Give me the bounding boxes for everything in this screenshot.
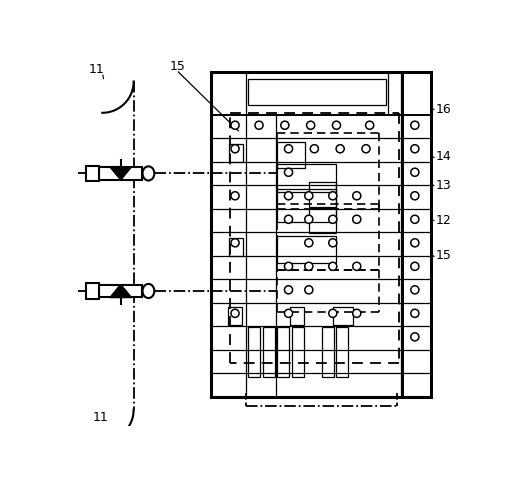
- Polygon shape: [110, 285, 131, 297]
- Bar: [277, 142, 305, 168]
- Bar: [99, 285, 142, 297]
- Circle shape: [305, 215, 313, 223]
- Circle shape: [411, 192, 419, 200]
- Circle shape: [411, 168, 419, 176]
- Polygon shape: [110, 167, 131, 180]
- Bar: [322, 328, 333, 377]
- Bar: [87, 283, 99, 299]
- Circle shape: [305, 262, 313, 270]
- Text: 14: 14: [436, 150, 452, 163]
- Circle shape: [306, 121, 315, 129]
- Circle shape: [362, 145, 370, 153]
- Ellipse shape: [143, 166, 154, 181]
- Circle shape: [255, 121, 263, 129]
- Bar: [309, 207, 336, 233]
- Circle shape: [231, 309, 239, 318]
- Bar: [211, 72, 431, 397]
- Circle shape: [285, 192, 293, 200]
- Circle shape: [411, 286, 419, 294]
- Circle shape: [411, 333, 419, 341]
- Circle shape: [231, 239, 239, 247]
- Text: 16: 16: [436, 103, 452, 115]
- Bar: [277, 164, 336, 192]
- Circle shape: [231, 121, 239, 129]
- Circle shape: [305, 239, 313, 247]
- Bar: [228, 308, 242, 325]
- Circle shape: [353, 309, 361, 318]
- Bar: [292, 328, 304, 377]
- Circle shape: [285, 145, 293, 153]
- Text: 15: 15: [436, 249, 452, 262]
- Text: 11: 11: [93, 411, 108, 423]
- Bar: [403, 72, 431, 397]
- Circle shape: [365, 121, 374, 129]
- Circle shape: [329, 192, 337, 200]
- Text: 15: 15: [170, 60, 186, 73]
- Circle shape: [353, 262, 361, 270]
- Circle shape: [285, 309, 293, 318]
- Bar: [229, 144, 243, 162]
- Bar: [277, 236, 336, 263]
- Circle shape: [310, 145, 319, 153]
- Text: 11: 11: [89, 63, 105, 76]
- Text: 13: 13: [436, 179, 452, 192]
- Circle shape: [411, 215, 419, 223]
- Bar: [211, 72, 431, 114]
- Circle shape: [329, 239, 337, 247]
- Circle shape: [411, 121, 419, 129]
- Circle shape: [329, 262, 337, 270]
- Ellipse shape: [143, 284, 154, 298]
- Circle shape: [411, 239, 419, 247]
- Circle shape: [285, 215, 293, 223]
- Bar: [87, 166, 99, 181]
- Bar: [229, 238, 243, 256]
- Bar: [309, 182, 336, 207]
- Bar: [336, 328, 348, 377]
- Circle shape: [285, 286, 293, 294]
- Bar: [290, 308, 304, 325]
- Bar: [333, 308, 353, 325]
- Circle shape: [231, 145, 239, 153]
- Circle shape: [305, 286, 313, 294]
- Circle shape: [411, 262, 419, 270]
- Circle shape: [329, 309, 337, 318]
- Bar: [277, 189, 336, 222]
- Bar: [248, 328, 260, 377]
- Bar: [277, 328, 289, 377]
- Circle shape: [411, 145, 419, 153]
- Bar: [263, 328, 274, 377]
- Circle shape: [285, 262, 293, 270]
- Circle shape: [411, 309, 419, 318]
- Circle shape: [353, 215, 361, 223]
- Circle shape: [231, 192, 239, 200]
- Circle shape: [336, 145, 344, 153]
- Circle shape: [281, 121, 289, 129]
- Text: 12: 12: [436, 214, 452, 227]
- Circle shape: [332, 121, 341, 129]
- Circle shape: [329, 215, 337, 223]
- Circle shape: [305, 192, 313, 200]
- Bar: [99, 167, 142, 180]
- Circle shape: [285, 168, 293, 176]
- Circle shape: [353, 192, 361, 200]
- Bar: [248, 79, 386, 105]
